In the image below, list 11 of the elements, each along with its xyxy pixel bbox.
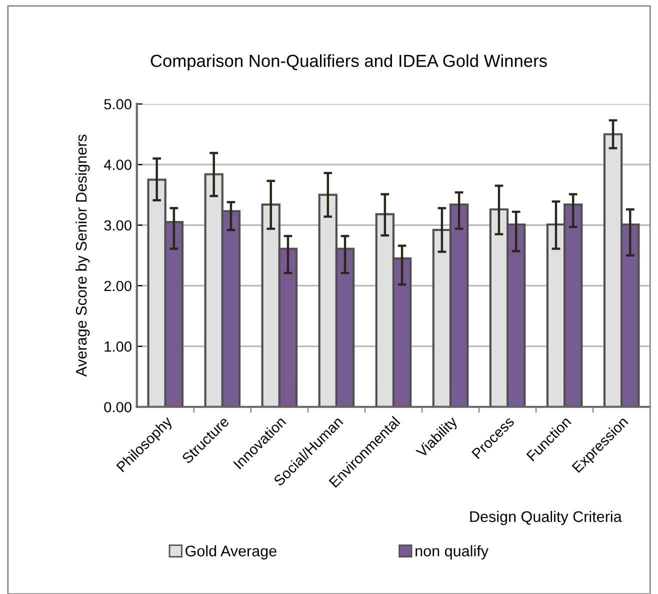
y-tick-label: 1.00 <box>104 341 132 352</box>
legend-label: non qualify <box>416 545 488 560</box>
chart-title: Comparison Non-Qualifiers and IDEA Gold Winners <box>150 54 547 70</box>
y-tick-label: 0.00 <box>104 402 132 412</box>
y-tick-label: 4.00 <box>104 160 132 170</box>
y-tick-label: 2.00 <box>104 280 132 292</box>
x-axis-title: Design Quality Criteria <box>470 510 622 526</box>
y-tick-label: 3.00 <box>104 220 132 231</box>
y-axis-title: Average Score by Senior Designers <box>75 134 90 377</box>
y-tick-label: 5.00 <box>104 99 132 110</box>
legend-label: Gold Average <box>186 545 276 560</box>
